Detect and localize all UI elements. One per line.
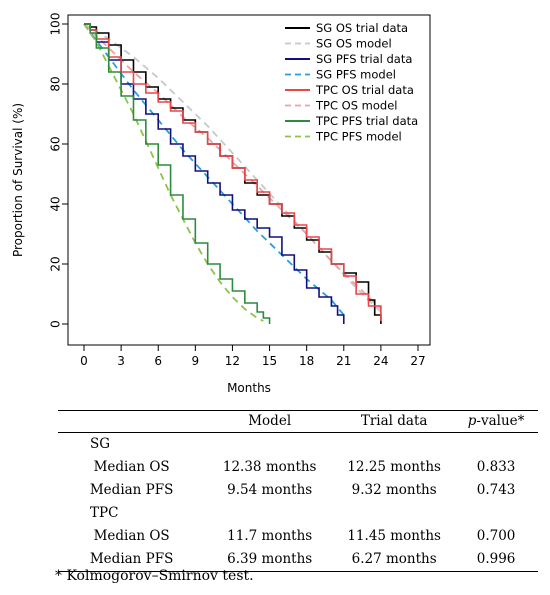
row-label: Median PFS [89, 482, 174, 498]
x-tick-label: 21 [336, 354, 351, 368]
row-label: Median PFS [89, 551, 174, 567]
y-tick-label: 100 [49, 13, 63, 36]
series-line [84, 23, 382, 321]
x-tick-label: 9 [192, 354, 200, 368]
series-line [83, 23, 345, 316]
series-line [84, 23, 345, 324]
x-tick-label: 18 [299, 354, 314, 368]
row-label: Median OS [93, 528, 170, 544]
y-tick-label: 40 [49, 196, 63, 211]
legend-entry: SG OS model [316, 37, 392, 51]
x-tick-label: 6 [154, 354, 162, 368]
x-tick-label: 3 [117, 354, 125, 368]
cell-model: 11.7 months [227, 528, 313, 544]
group-label: SG [90, 436, 111, 452]
cell-model: 6.39 months [227, 551, 313, 567]
legend-entry: TPC PFS model [315, 130, 402, 144]
series-line [83, 23, 264, 322]
table-row: Median PFS 6.39 months 6.27 months 0.996 [58, 548, 538, 572]
header-pvalue-rest: -value* [476, 413, 525, 429]
x-axis-label: Months [227, 381, 271, 395]
group-label: TPC [90, 505, 119, 521]
cell-pvalue: 0.700 [476, 528, 516, 544]
header-blank [58, 411, 205, 433]
cell-model: 12.38 months [222, 459, 317, 475]
header-pvalue: p-value* [454, 411, 538, 433]
y-tick-label: 80 [49, 76, 63, 91]
series-line [83, 23, 382, 313]
cell-trial: 6.27 months [351, 551, 437, 567]
chart-series [83, 23, 382, 324]
plot-frame [67, 14, 431, 346]
cell-pvalue: 0.743 [476, 482, 516, 498]
legend-entry: SG OS trial data [316, 21, 408, 35]
legend-entry: SG PFS trial data [316, 52, 412, 66]
table-header-row: Model Trial data p-value* [58, 410, 538, 433]
group-row-sg: SG [58, 433, 538, 457]
y-tick-label: 20 [49, 256, 63, 271]
cell-pvalue: 0.833 [476, 459, 516, 475]
x-tick-label: 0 [80, 354, 88, 368]
table-row: Median OS 12.38 months 12.25 months 0.83… [58, 456, 538, 479]
row-label: Median OS [93, 459, 170, 475]
header-model: Model [248, 413, 292, 429]
x-tick-label: 24 [373, 354, 388, 368]
table-row: Median OS 11.7 months 11.45 months 0.700 [58, 525, 538, 548]
table-row: Median PFS 9.54 months 9.32 months 0.743 [58, 479, 538, 502]
legend-entry: TPC OS trial data [315, 83, 414, 97]
x-tick-label: 27 [410, 354, 425, 368]
legend-entry: SG PFS model [316, 68, 396, 82]
group-row-tpc: TPC [58, 502, 538, 525]
cell-trial: 12.25 months [347, 459, 441, 475]
header-trial: Trial data [360, 413, 428, 429]
cell-model: 9.54 months [227, 482, 313, 498]
footnote: * Kolmogorov–Smirnov test. [55, 568, 254, 584]
chart-axes: 0 3 6 9 12 15 18 21 24 27 0 20 40 60 80 100 Months Propor… [11, 13, 431, 395]
legend-entry: TPC PFS trial data [315, 114, 418, 128]
y-tick-label: 60 [49, 136, 63, 151]
series-line [84, 23, 271, 324]
y-tick-label: 0 [49, 320, 63, 328]
x-tick-label: 15 [262, 354, 277, 368]
legend-entry: TPC OS model [315, 99, 397, 113]
cell-pvalue: 0.996 [476, 551, 516, 567]
results-table: Model Trial data p-value* SG Median OS 1… [58, 410, 538, 572]
y-axis-label: Proportion of Survival (%) [11, 103, 25, 257]
cell-trial: 11.45 months [347, 528, 441, 544]
survival-chart: 0 3 6 9 12 15 18 21 24 27 0 20 40 60 80 100 Months Propor… [11, 13, 431, 395]
cell-trial: 9.32 months [351, 482, 437, 498]
header-pvalue-italic: p [467, 413, 477, 429]
x-tick-label: 12 [225, 354, 240, 368]
